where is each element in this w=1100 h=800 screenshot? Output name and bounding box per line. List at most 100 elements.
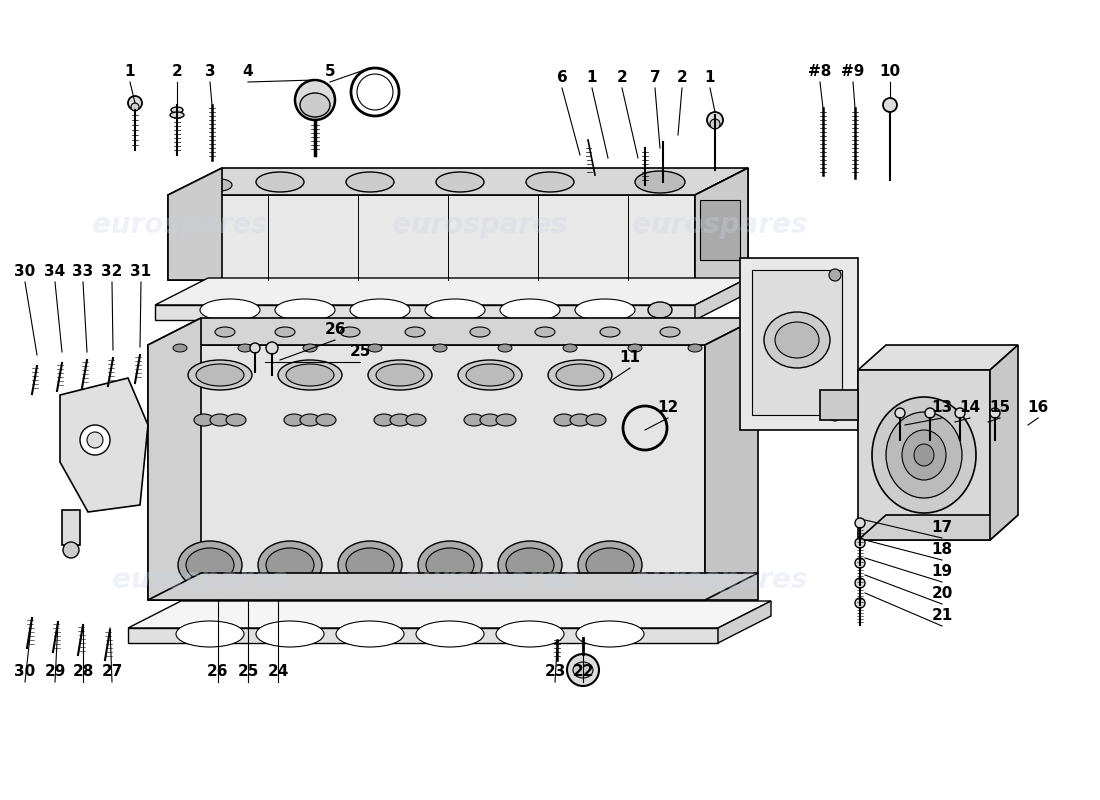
- Ellipse shape: [914, 444, 934, 466]
- Circle shape: [990, 408, 1000, 418]
- Polygon shape: [695, 168, 748, 280]
- Polygon shape: [148, 318, 758, 345]
- Ellipse shape: [526, 172, 574, 192]
- Text: 3: 3: [205, 65, 216, 79]
- Ellipse shape: [336, 621, 404, 647]
- Ellipse shape: [295, 80, 336, 120]
- Text: 12: 12: [658, 401, 679, 415]
- Ellipse shape: [688, 344, 702, 352]
- Ellipse shape: [496, 621, 564, 647]
- Ellipse shape: [902, 430, 946, 480]
- Circle shape: [87, 432, 103, 448]
- Polygon shape: [168, 168, 222, 280]
- Text: 18: 18: [932, 542, 953, 558]
- Polygon shape: [148, 318, 201, 600]
- Text: 26: 26: [207, 665, 229, 679]
- Text: 25: 25: [238, 665, 258, 679]
- Circle shape: [855, 518, 865, 528]
- Ellipse shape: [628, 344, 642, 352]
- Ellipse shape: [170, 107, 183, 113]
- Ellipse shape: [426, 548, 474, 582]
- Ellipse shape: [563, 344, 578, 352]
- Text: 15: 15: [989, 401, 1011, 415]
- Ellipse shape: [405, 327, 425, 337]
- Text: eurospares: eurospares: [632, 211, 807, 239]
- Ellipse shape: [576, 621, 643, 647]
- Ellipse shape: [535, 327, 556, 337]
- Text: 20: 20: [932, 586, 953, 602]
- Polygon shape: [718, 601, 771, 643]
- Bar: [752, 270, 842, 415]
- Text: 30: 30: [14, 665, 35, 679]
- Text: eurospares: eurospares: [92, 211, 267, 239]
- Ellipse shape: [208, 179, 232, 191]
- Ellipse shape: [575, 299, 635, 321]
- Ellipse shape: [566, 654, 600, 686]
- Circle shape: [955, 408, 965, 418]
- Ellipse shape: [406, 414, 426, 426]
- Ellipse shape: [226, 414, 246, 426]
- Ellipse shape: [316, 414, 336, 426]
- Text: eurospares: eurospares: [403, 566, 578, 594]
- Polygon shape: [155, 305, 695, 320]
- Text: 1: 1: [586, 70, 597, 86]
- Text: 4: 4: [243, 65, 253, 79]
- Polygon shape: [168, 168, 748, 195]
- Polygon shape: [155, 278, 748, 305]
- Ellipse shape: [286, 364, 334, 386]
- Ellipse shape: [458, 360, 522, 390]
- Text: 2: 2: [676, 70, 688, 86]
- Ellipse shape: [200, 299, 260, 321]
- Ellipse shape: [275, 299, 336, 321]
- Text: eurospares: eurospares: [393, 211, 568, 239]
- Ellipse shape: [194, 414, 214, 426]
- Ellipse shape: [390, 414, 410, 426]
- Ellipse shape: [368, 344, 382, 352]
- Circle shape: [710, 119, 720, 129]
- Text: #8: #8: [808, 65, 832, 79]
- Ellipse shape: [346, 548, 394, 582]
- Ellipse shape: [480, 414, 501, 426]
- Polygon shape: [128, 628, 718, 643]
- Ellipse shape: [346, 172, 394, 192]
- Polygon shape: [168, 195, 695, 280]
- Text: 26: 26: [324, 322, 345, 338]
- Ellipse shape: [660, 327, 680, 337]
- Text: 32: 32: [101, 265, 123, 279]
- Ellipse shape: [266, 548, 314, 582]
- Text: 33: 33: [73, 265, 94, 279]
- Text: 10: 10: [879, 65, 901, 79]
- Ellipse shape: [173, 344, 187, 352]
- Ellipse shape: [170, 112, 184, 118]
- Ellipse shape: [256, 621, 324, 647]
- Ellipse shape: [214, 327, 235, 337]
- Text: 29: 29: [44, 665, 66, 679]
- Text: eurospares: eurospares: [632, 566, 807, 594]
- Polygon shape: [128, 601, 771, 628]
- Ellipse shape: [186, 548, 234, 582]
- Ellipse shape: [464, 414, 484, 426]
- Ellipse shape: [300, 93, 330, 117]
- Circle shape: [855, 598, 865, 608]
- Ellipse shape: [188, 360, 252, 390]
- Ellipse shape: [470, 327, 490, 337]
- Polygon shape: [695, 278, 748, 320]
- Ellipse shape: [872, 397, 976, 513]
- Ellipse shape: [284, 414, 304, 426]
- Text: 25: 25: [350, 345, 371, 359]
- Ellipse shape: [425, 299, 485, 321]
- Ellipse shape: [178, 541, 242, 589]
- Polygon shape: [695, 168, 748, 280]
- Polygon shape: [705, 318, 758, 600]
- Text: 27: 27: [101, 665, 123, 679]
- Ellipse shape: [436, 172, 484, 192]
- Text: 11: 11: [619, 350, 640, 366]
- Ellipse shape: [275, 327, 295, 337]
- Ellipse shape: [498, 541, 562, 589]
- Text: 23: 23: [544, 665, 565, 679]
- Ellipse shape: [302, 344, 317, 352]
- Ellipse shape: [176, 621, 244, 647]
- Circle shape: [131, 103, 139, 111]
- Circle shape: [895, 408, 905, 418]
- Text: 1: 1: [705, 70, 715, 86]
